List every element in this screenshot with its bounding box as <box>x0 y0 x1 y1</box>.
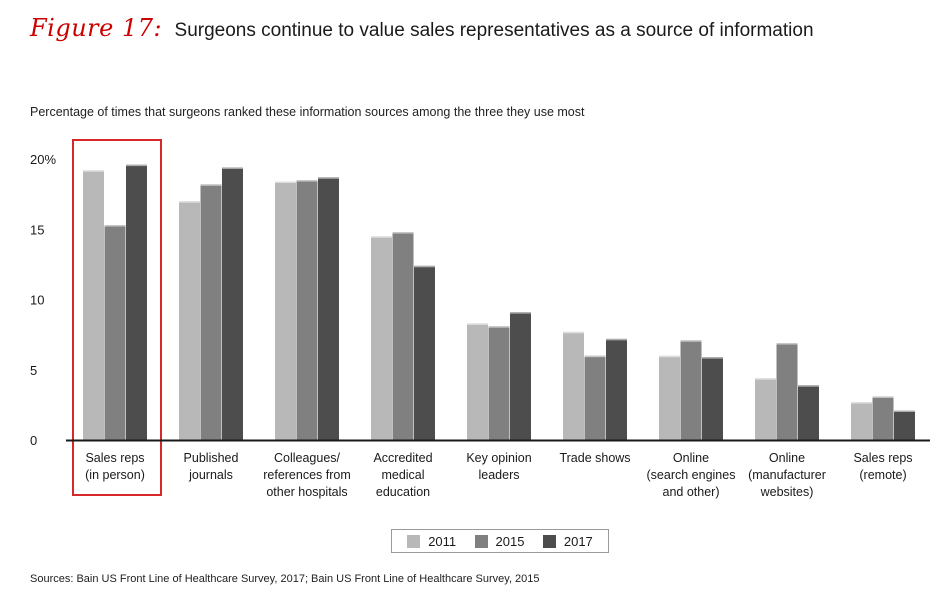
bar-2011-7 <box>755 378 776 440</box>
bar-2015-4 <box>488 326 510 440</box>
legend-label-2011: 2011 <box>428 533 457 549</box>
category-label: leaders <box>479 468 520 482</box>
bar-top-highlight <box>776 343 798 345</box>
category-label: (search engines <box>647 468 736 482</box>
bar-top-highlight <box>872 396 894 398</box>
bar-2011-3 <box>371 236 392 440</box>
category-label: (remote) <box>859 468 906 482</box>
legend-swatch-2011 <box>407 534 421 548</box>
bar-top-highlight <box>510 312 531 314</box>
legend-swatch-2015 <box>474 534 488 548</box>
bar-top-highlight <box>488 326 510 328</box>
y-tick-label: 20% <box>30 152 56 167</box>
source-note: Sources: Bain US Front Line of Healthcar… <box>30 573 540 585</box>
category-label: medical <box>381 468 424 482</box>
bar-2017-8 <box>894 410 915 440</box>
category-label: Sales reps <box>853 451 912 465</box>
bar-2015-1 <box>200 184 222 440</box>
bar-2015-8 <box>872 396 894 440</box>
highlight-box <box>72 139 162 496</box>
bar-2015-7 <box>776 343 798 440</box>
legend-item-2011: 2011 <box>407 534 456 549</box>
legend-swatch-2017 <box>542 534 556 548</box>
bar-top-highlight <box>606 338 627 341</box>
bar-top-highlight <box>371 236 392 238</box>
y-tick-label: 5 <box>30 363 37 378</box>
bar-2017-0 <box>126 164 147 440</box>
bar-2017-1 <box>222 167 243 440</box>
y-tick-label: 0 <box>30 433 37 448</box>
category-label: Online <box>769 451 805 465</box>
bar-top-highlight <box>392 232 414 234</box>
bar-top-highlight <box>414 265 435 268</box>
legend-label-2017: 2017 <box>563 533 593 549</box>
bar-2017-3 <box>414 265 435 440</box>
bar-top-highlight <box>126 164 147 167</box>
bar-top-highlight <box>296 180 318 182</box>
bar-2015-0 <box>104 225 126 440</box>
bar-2011-8 <box>851 402 872 440</box>
category-label: and other) <box>663 485 720 499</box>
legend-label-2015: 2015 <box>495 533 525 549</box>
bar-2011-5 <box>563 331 584 440</box>
bar-top-highlight <box>318 177 339 179</box>
bar-2015-2 <box>296 180 318 440</box>
bar-top-highlight <box>275 181 296 183</box>
bar-2011-6 <box>659 355 680 440</box>
figure-heading: Figure 17: Surgeons continue to value sa… <box>30 14 814 42</box>
y-tick-label: 15 <box>30 222 44 237</box>
y-tick-label: 10 <box>30 293 44 308</box>
bar-2017-6 <box>702 357 723 440</box>
bar-top-highlight <box>563 331 584 334</box>
bar-2011-1 <box>179 201 200 440</box>
bar-top-highlight <box>851 402 872 404</box>
bar-2011-2 <box>275 181 296 441</box>
bar-2011-0 <box>83 170 104 441</box>
bar-top-highlight <box>200 184 222 186</box>
bar-top-highlight <box>584 355 606 358</box>
bar-2011-4 <box>467 323 488 440</box>
category-label: Accredited <box>373 451 432 465</box>
bar-top-highlight <box>83 170 104 172</box>
bar-2015-5 <box>584 355 606 440</box>
category-label: Online <box>673 451 709 465</box>
bar-top-highlight <box>467 323 488 325</box>
category-label: other hospitals <box>266 485 347 499</box>
bar-2017-4 <box>510 312 531 440</box>
figure-label: Figure 17: <box>30 14 163 42</box>
legend-item-2017: 2017 <box>542 533 593 549</box>
category-label: Trade shows <box>559 451 630 465</box>
chart-legend: 2011 2015 2017 <box>391 529 609 553</box>
category-label: journals <box>188 468 233 482</box>
bar-top-highlight <box>894 410 915 412</box>
category-label: Colleagues/ <box>274 451 341 465</box>
category-label: Published <box>184 451 239 465</box>
bar-top-highlight <box>680 340 702 342</box>
bar-2017-7 <box>798 385 819 440</box>
bar-top-highlight <box>702 357 723 359</box>
category-label: websites) <box>760 485 814 499</box>
chart-subtitle: Percentage of times that surgeons ranked… <box>30 105 585 119</box>
bar-top-highlight <box>179 201 200 203</box>
bar-2017-2 <box>318 177 339 440</box>
category-label: (manufacturer <box>748 468 826 482</box>
category-label: references from <box>263 468 351 482</box>
bar-top-highlight <box>798 385 819 387</box>
category-label: Key opinion <box>466 451 531 465</box>
bar-top-highlight <box>104 225 126 227</box>
bar-2015-6 <box>680 340 702 440</box>
category-label: Sales reps <box>85 451 144 465</box>
bar-top-highlight <box>755 378 776 380</box>
figure-title: Surgeons continue to value sales represe… <box>174 20 814 41</box>
bar-2017-5 <box>606 338 627 440</box>
category-label: (in person) <box>85 468 145 482</box>
legend-item-2015: 2015 <box>474 533 525 549</box>
bar-2015-3 <box>392 232 414 440</box>
bar-top-highlight <box>222 167 243 169</box>
category-label: education <box>376 485 430 499</box>
bar-top-highlight <box>659 355 680 358</box>
